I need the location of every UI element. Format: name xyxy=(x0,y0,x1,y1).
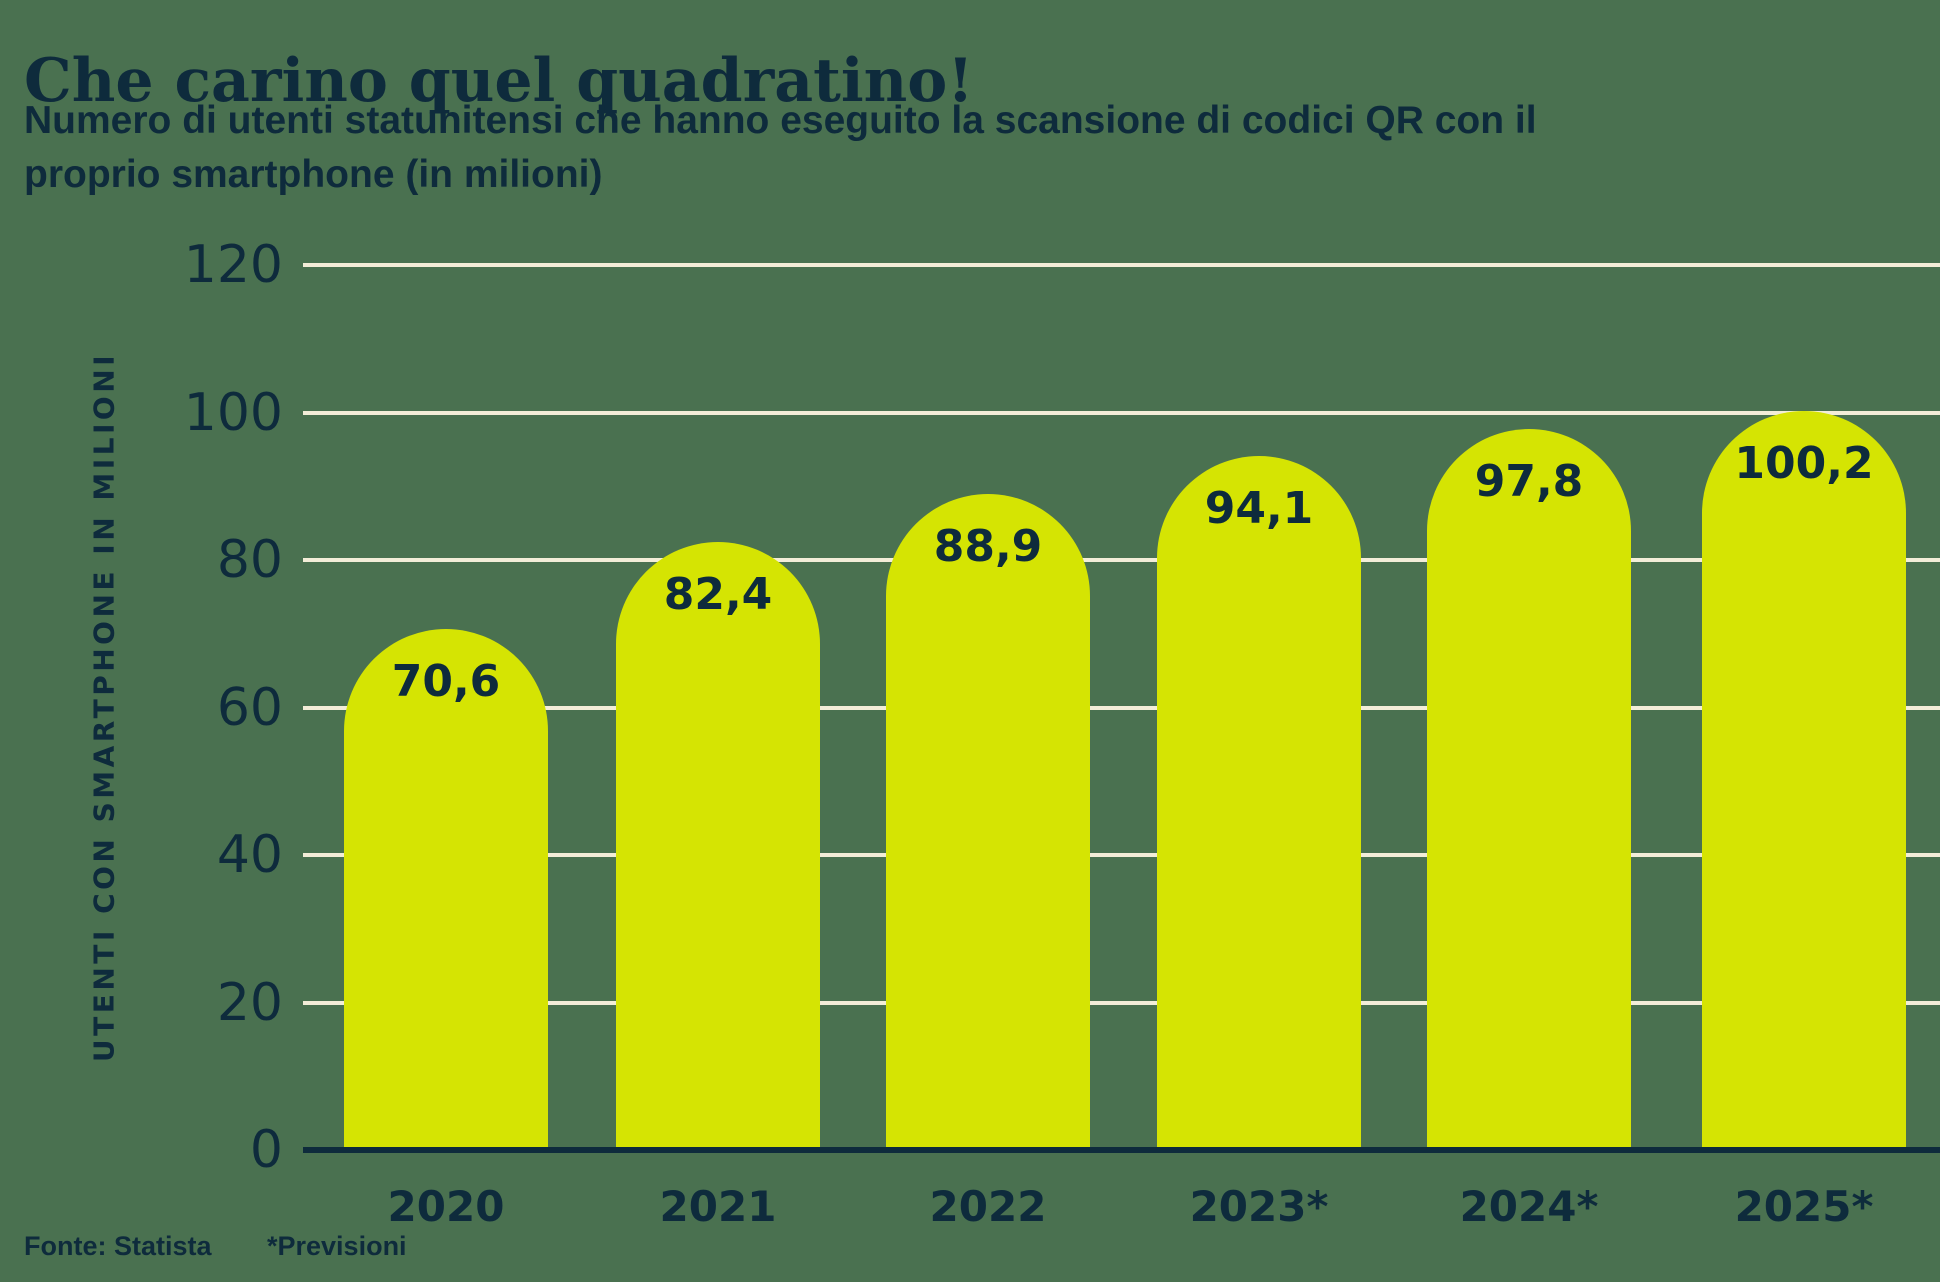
bar-value-label: 70,6 xyxy=(391,656,501,708)
x-tick-label: 2025* xyxy=(1734,1182,1874,1231)
source-note: Fonte: Statista xyxy=(24,1231,212,1261)
y-tick-label: 0 xyxy=(249,1120,283,1180)
y-tick-label: 20 xyxy=(216,972,283,1033)
y-tick-label: 100 xyxy=(183,382,283,443)
gridline xyxy=(303,558,1940,562)
x-tick-label: 2024* xyxy=(1459,1182,1599,1231)
bar-value-label: 94,1 xyxy=(1204,483,1314,534)
bar-2022: 88,9 xyxy=(886,494,1090,1150)
y-tick-label: 40 xyxy=(216,825,283,885)
bar-value-label: 100,2 xyxy=(1734,438,1874,490)
y-tick-label: 60 xyxy=(216,677,283,738)
gridline xyxy=(303,705,1940,710)
x-tick-label: 2023* xyxy=(1189,1182,1329,1231)
gridline xyxy=(303,263,1940,267)
gridline xyxy=(303,410,1940,415)
gridline xyxy=(303,1000,1940,1005)
bar-2021: 82,4 xyxy=(616,542,820,1150)
y-tick-label: 80 xyxy=(216,530,283,590)
chart-subtitle: Numero di utenti statunitensi che hanno … xyxy=(24,99,1537,196)
bar-value-label: 97,8 xyxy=(1474,455,1584,507)
bar-2024*: 97,8 xyxy=(1427,428,1631,1150)
gridline xyxy=(303,853,1940,857)
forecast-footnote: *Previsioni xyxy=(267,1231,407,1261)
x-tick-label: 2021 xyxy=(659,1182,777,1231)
bar-2025*: 100,2 xyxy=(1702,411,1906,1150)
chart-title: Che carino quel quadratino! xyxy=(24,46,974,117)
x-tick-label: 2020 xyxy=(387,1182,505,1231)
bar-2020: 70,6 xyxy=(344,629,548,1150)
x-tick-label: 2022 xyxy=(929,1182,1047,1231)
bar-value-label: 82,4 xyxy=(663,569,773,621)
y-tick-label: 120 xyxy=(183,235,283,295)
bar-value-label: 88,9 xyxy=(933,521,1043,573)
bar-2023*: 94,1 xyxy=(1157,456,1361,1150)
x-axis-line xyxy=(303,1147,1940,1153)
